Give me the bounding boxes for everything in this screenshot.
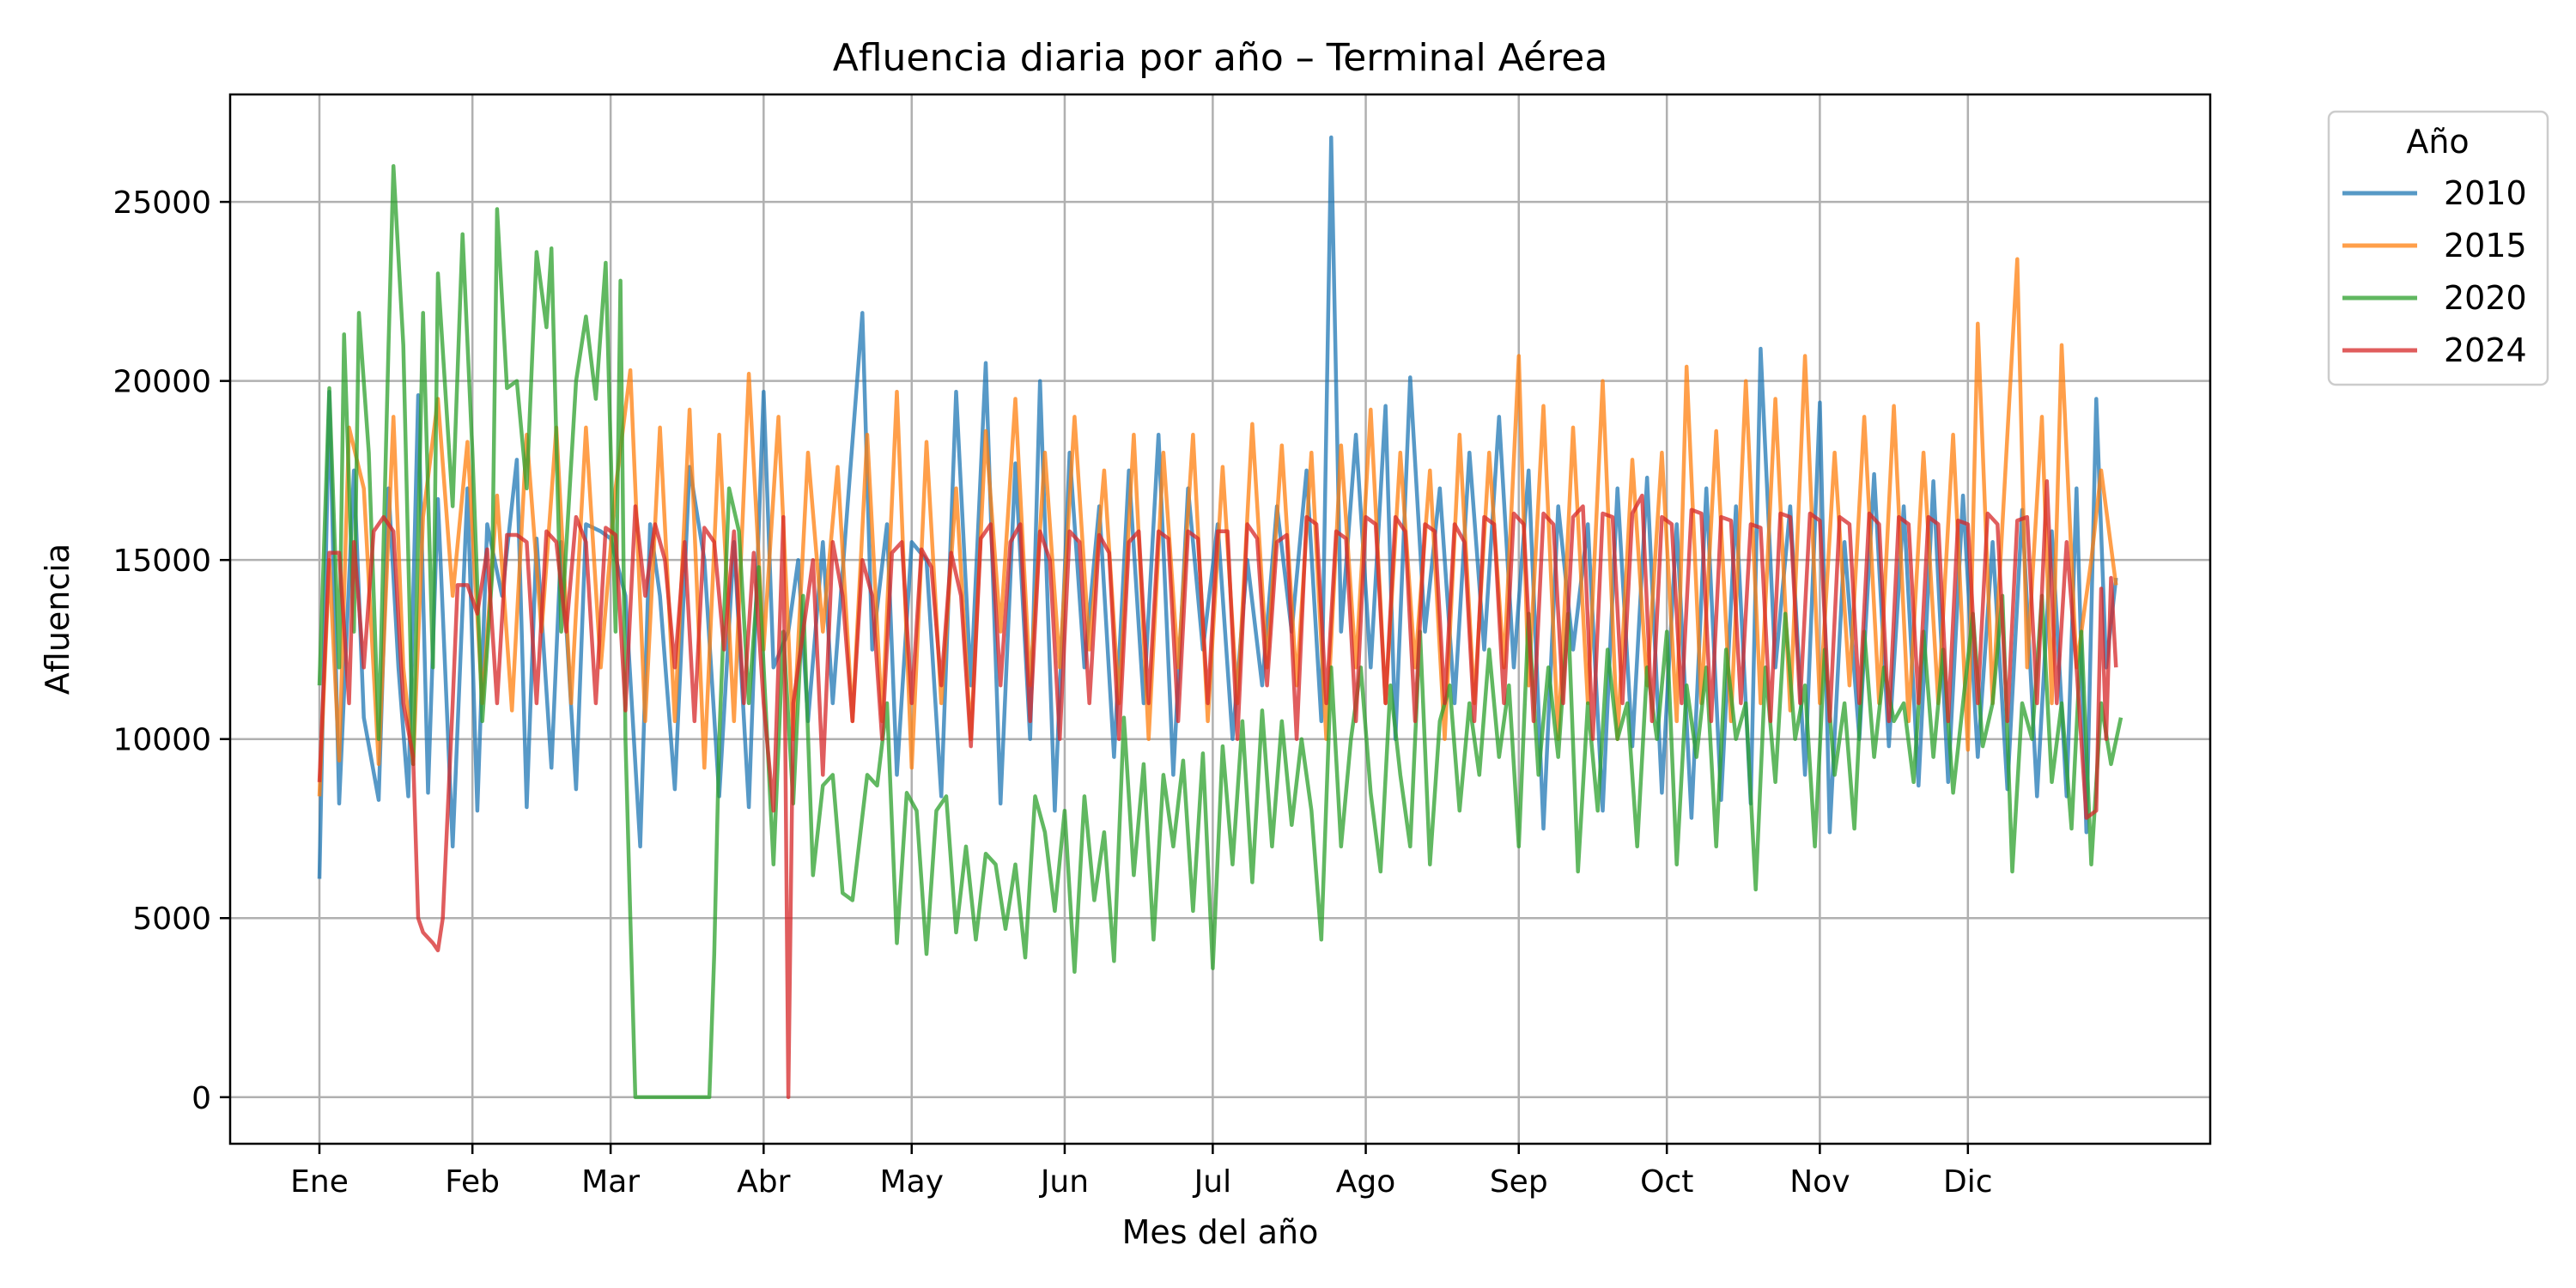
legend-items: 2010 2015 2020 2024: [2342, 174, 2527, 369]
legend-label-2010: 2010: [2444, 174, 2527, 212]
y-tick-label: 25000: [112, 185, 211, 221]
plot-frame: [228, 93, 2212, 1145]
y-axis-label: Afluencia: [39, 544, 76, 695]
x-tick-label: Abr: [737, 1164, 790, 1200]
x-tick-label: Jul: [1193, 1164, 1231, 1200]
x-tick-label: Oct: [1640, 1164, 1693, 1200]
x-tick-label: May: [880, 1164, 944, 1200]
x-tick-label: Feb: [445, 1164, 500, 1200]
y-axis-ticks: 0 5000 10000 15000 20000 25000: [112, 185, 230, 1116]
legend-label-2015: 2015: [2444, 227, 2527, 264]
x-tick-label: Ene: [290, 1164, 349, 1200]
x-tick-label: Jun: [1039, 1164, 1089, 1200]
x-tick-label: Mar: [581, 1164, 640, 1200]
series-line-2024: [317, 479, 2118, 1100]
grid-lines: [230, 94, 2210, 1144]
series-line-2020: [317, 164, 2123, 1100]
x-tick-label: Dic: [1943, 1164, 1993, 1200]
x-tick-label: Sep: [1490, 1164, 1548, 1200]
legend-label-2024: 2024: [2444, 331, 2527, 369]
y-tick-label: 15000: [112, 544, 211, 579]
legend-title: Año: [2406, 123, 2469, 161]
x-axis-ticks: Ene Feb Mar Abr May Jun Jul Ago Sep Oct Nov Dic: [290, 1144, 1993, 1200]
y-tick-label: 20000: [112, 365, 211, 400]
y-tick-label: 0: [191, 1081, 211, 1116]
series-lines: [317, 135, 2123, 1100]
y-tick-label: 10000: [112, 723, 211, 758]
x-tick-label: Ago: [1336, 1164, 1396, 1200]
chart-title: Afluencia diaria por año – Terminal Aére…: [833, 36, 1608, 80]
series-line-2015: [317, 257, 2118, 797]
legend-label-2020: 2020: [2444, 279, 2527, 317]
x-tick-label: Nov: [1789, 1164, 1850, 1200]
legend-box: [2327, 110, 2549, 386]
y-tick-label: 5000: [132, 902, 211, 937]
x-axis-label: Mes del año: [1122, 1213, 1319, 1251]
legend: Año 2010 2015 2020 2024: [2327, 110, 2549, 386]
